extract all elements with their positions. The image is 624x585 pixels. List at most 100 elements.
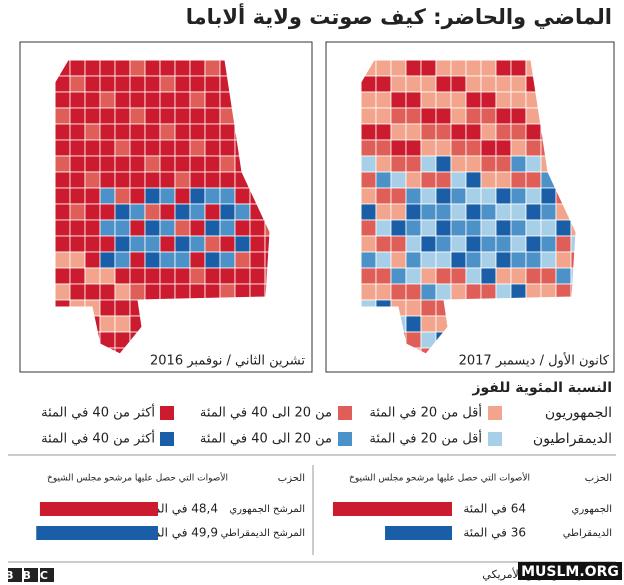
county <box>480 139 497 157</box>
county <box>159 283 176 301</box>
county <box>465 123 482 141</box>
county <box>144 123 161 141</box>
county <box>114 331 131 349</box>
county <box>510 187 527 205</box>
legend-title: النسبة المئوية للفوز <box>471 380 612 396</box>
county <box>525 331 542 349</box>
county <box>69 299 86 317</box>
county <box>390 347 407 354</box>
header-votes: الأصوات التي حصل عليها مرشحو مجلس الشيوخ <box>47 472 228 484</box>
county <box>540 203 557 221</box>
county <box>144 283 161 301</box>
county <box>405 251 422 269</box>
county <box>555 171 572 189</box>
county <box>570 171 576 189</box>
county <box>159 235 176 253</box>
county <box>114 75 131 93</box>
county <box>435 203 452 221</box>
county <box>480 171 497 189</box>
county <box>420 123 437 141</box>
county <box>570 283 576 301</box>
county <box>405 187 422 205</box>
county <box>174 299 191 317</box>
county <box>390 219 407 237</box>
county <box>249 235 266 253</box>
county <box>55 299 71 317</box>
county <box>174 123 191 141</box>
county <box>510 139 527 157</box>
county <box>99 299 116 317</box>
county <box>189 123 206 141</box>
county <box>114 299 131 317</box>
county <box>435 187 452 205</box>
county <box>189 60 206 77</box>
county <box>555 123 572 141</box>
candidate: الديمقراطي <box>563 528 612 539</box>
county <box>129 219 146 237</box>
county <box>114 283 131 301</box>
county <box>264 251 270 269</box>
legend-item-label: أقل من 20 في المئة <box>369 404 482 421</box>
county <box>69 251 86 269</box>
map-label: كانون الأول / ديسمبر 2017 <box>459 352 610 369</box>
county <box>390 235 407 253</box>
county <box>84 315 101 333</box>
county <box>144 60 161 77</box>
county <box>204 219 221 237</box>
county <box>555 75 572 93</box>
county <box>540 315 557 333</box>
county <box>174 315 191 333</box>
county <box>264 315 270 333</box>
county <box>450 155 467 173</box>
county <box>189 283 206 301</box>
county <box>159 171 176 189</box>
county <box>264 187 270 205</box>
county <box>405 203 422 221</box>
candidate: الجمهوري <box>572 504 613 515</box>
county <box>204 331 221 349</box>
county <box>219 123 236 141</box>
county <box>435 107 452 125</box>
county <box>480 155 497 173</box>
county <box>465 155 482 173</box>
county <box>129 60 146 77</box>
county <box>114 60 131 77</box>
county <box>234 60 251 77</box>
county <box>144 75 161 93</box>
county <box>405 219 422 237</box>
county <box>174 139 191 157</box>
county <box>480 219 497 237</box>
county <box>375 267 392 285</box>
county <box>450 187 467 205</box>
county <box>525 91 542 109</box>
county <box>114 315 131 333</box>
legend-swatch <box>488 432 502 446</box>
county <box>234 75 251 93</box>
bar <box>36 526 158 540</box>
county <box>555 251 572 269</box>
county <box>495 283 512 301</box>
county <box>361 107 377 125</box>
legend-swatch <box>338 432 352 446</box>
county <box>570 203 576 221</box>
county <box>144 267 161 285</box>
county <box>99 75 116 93</box>
county <box>555 155 572 173</box>
watermark-bg <box>518 562 622 580</box>
county <box>390 60 407 77</box>
county <box>189 251 206 269</box>
county <box>174 107 191 125</box>
county <box>510 91 527 109</box>
county <box>99 283 116 301</box>
county <box>375 331 392 349</box>
county <box>84 60 101 77</box>
county <box>219 139 236 157</box>
county <box>84 75 101 93</box>
county <box>99 251 116 269</box>
logo: BBC <box>5 569 57 582</box>
county <box>55 203 71 221</box>
county <box>174 91 191 109</box>
county <box>189 107 206 125</box>
county <box>249 315 266 333</box>
county <box>435 283 452 301</box>
